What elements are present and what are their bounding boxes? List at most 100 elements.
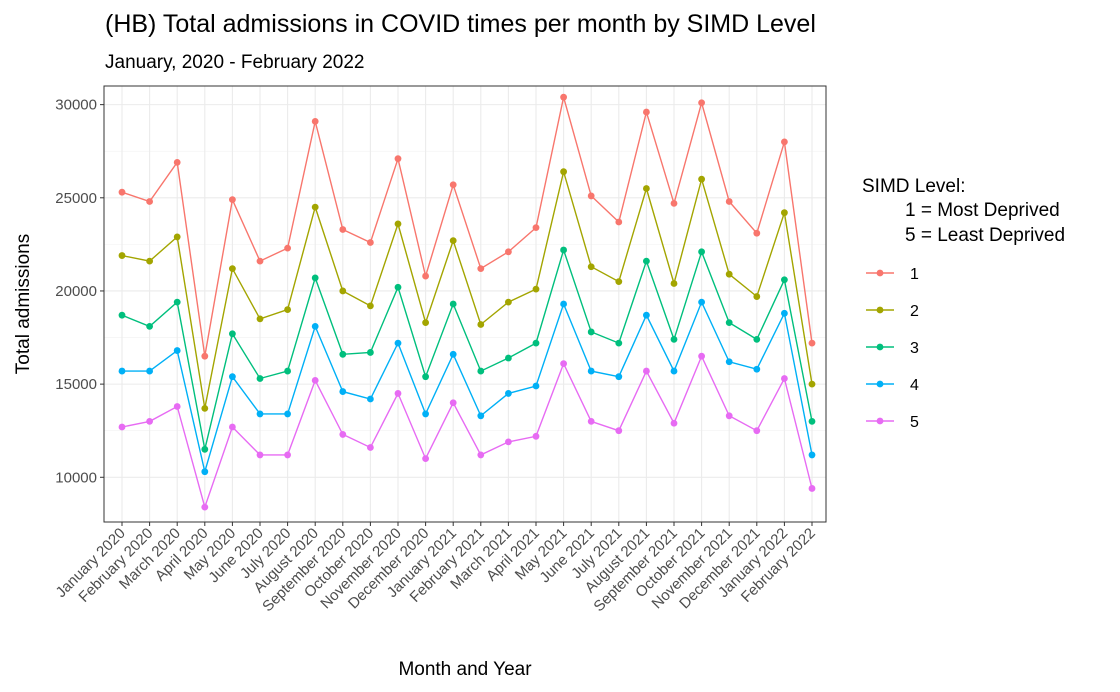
- data-point: [146, 198, 154, 205]
- data-point: [615, 218, 623, 226]
- data-point: [725, 319, 733, 327]
- data-point: [394, 283, 402, 291]
- data-point: [449, 399, 457, 407]
- series-line-3: [121, 247, 813, 450]
- data-point: [753, 229, 761, 237]
- data-point: [615, 427, 623, 435]
- legend-item-3: 3: [866, 340, 919, 357]
- legend-title-line-3: 5 = Least Deprived: [905, 225, 1065, 246]
- legend-label: 1: [910, 266, 919, 283]
- data-point: [643, 185, 650, 192]
- data-point: [146, 417, 154, 425]
- data-point: [394, 220, 402, 228]
- data-point: [560, 300, 567, 308]
- data-point: [781, 209, 788, 217]
- data-point: [256, 451, 264, 459]
- data-point: [753, 427, 761, 435]
- data-point: [753, 365, 761, 373]
- series-1: [118, 93, 816, 360]
- data-point: [808, 485, 816, 492]
- data-point: [781, 138, 788, 146]
- data-point: [587, 328, 595, 336]
- data-point: [118, 311, 126, 319]
- chart-subtitle: January, 2020 - February 2022: [105, 52, 364, 73]
- data-point: [532, 339, 540, 347]
- series-3: [118, 246, 816, 453]
- data-point: [256, 257, 264, 265]
- data-point: [560, 246, 567, 254]
- data-point: [505, 438, 512, 446]
- data-point: [505, 354, 512, 362]
- legend-key-point: [876, 306, 884, 314]
- data-point: [587, 417, 595, 425]
- data-point: [753, 293, 761, 300]
- legend-key-point: [876, 343, 884, 351]
- data-point: [698, 99, 705, 107]
- legend-key-point: [876, 417, 884, 425]
- legend-item-1: 1: [866, 266, 919, 283]
- data-point: [229, 330, 236, 338]
- y-axis: 10000 15000 20000 25000 30000: [55, 97, 104, 486]
- data-point: [311, 322, 319, 330]
- data-point: [201, 503, 209, 511]
- plot-border: [103, 85, 827, 523]
- chart-title: (HB) Total admissions in COVID times per…: [105, 10, 816, 38]
- data-point: [532, 432, 540, 440]
- data-point: [615, 373, 623, 381]
- data-point: [422, 272, 429, 280]
- data-point: [477, 321, 485, 328]
- data-point: [339, 431, 347, 438]
- data-point: [339, 388, 347, 395]
- data-point: [560, 93, 567, 101]
- data-point: [725, 358, 733, 366]
- data-point: [284, 451, 291, 459]
- data-point: [256, 315, 264, 323]
- data-point: [449, 300, 457, 308]
- data-point: [394, 390, 402, 397]
- series-line-5: [121, 354, 813, 510]
- data-point: [339, 287, 347, 295]
- data-point: [311, 274, 319, 282]
- y-tick-label: 30000: [55, 97, 97, 114]
- data-point: [173, 347, 181, 354]
- data-point: [477, 367, 485, 375]
- data-point: [725, 270, 733, 278]
- data-point: [339, 350, 347, 358]
- data-point: [670, 280, 678, 287]
- data-point: [615, 339, 623, 347]
- data-point: [367, 395, 374, 403]
- data-point: [229, 265, 236, 272]
- data-point: [587, 192, 595, 200]
- data-point: [201, 445, 209, 453]
- data-point: [256, 410, 264, 418]
- data-point: [339, 226, 347, 233]
- data-point: [532, 285, 540, 293]
- y-tick-label: 10000: [55, 469, 97, 486]
- data-point: [725, 198, 733, 205]
- legend-key-point: [876, 269, 884, 277]
- data-point: [698, 248, 705, 256]
- data-point: [781, 309, 788, 317]
- data-point: [367, 239, 374, 246]
- data-point: [670, 199, 678, 207]
- legend-item-2: 2: [866, 303, 919, 320]
- data-point: [422, 373, 429, 381]
- data-point: [808, 339, 816, 347]
- data-point: [449, 181, 457, 189]
- series-line-2: [121, 168, 813, 409]
- data-point: [422, 410, 429, 418]
- data-point: [698, 298, 705, 306]
- data-point: [284, 367, 291, 375]
- legend-key-point: [876, 380, 884, 388]
- legend-title-line-2: 1 = Most Deprived: [905, 200, 1060, 221]
- data-point: [422, 455, 429, 463]
- series-layer: [118, 93, 816, 511]
- data-point: [311, 203, 319, 211]
- data-point: [643, 257, 650, 265]
- data-point: [284, 410, 291, 418]
- data-point: [698, 175, 705, 183]
- series-line-1: [121, 97, 813, 357]
- data-point: [173, 233, 181, 241]
